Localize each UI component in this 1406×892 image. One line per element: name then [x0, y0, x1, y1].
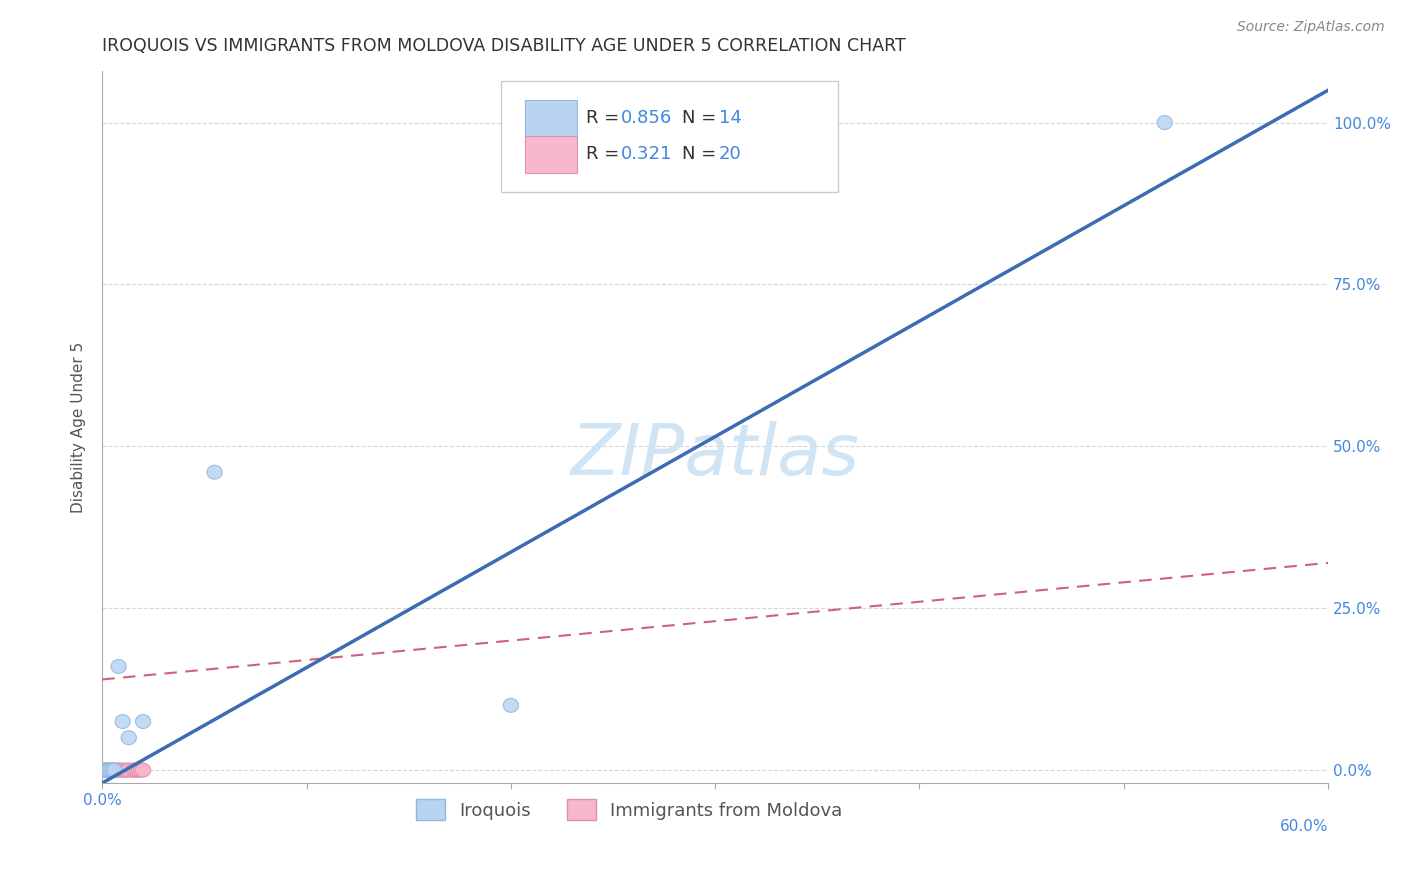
Text: 0.321: 0.321 [621, 145, 672, 163]
Ellipse shape [101, 764, 115, 777]
Ellipse shape [125, 764, 141, 777]
Text: N =: N = [682, 110, 723, 128]
Ellipse shape [135, 714, 150, 729]
Text: Source: ZipAtlas.com: Source: ZipAtlas.com [1237, 20, 1385, 34]
Ellipse shape [131, 764, 146, 777]
Ellipse shape [97, 764, 112, 777]
Ellipse shape [1157, 116, 1173, 129]
Text: R =: R = [586, 145, 626, 163]
FancyBboxPatch shape [526, 100, 576, 137]
Ellipse shape [97, 764, 112, 777]
Text: 20: 20 [718, 145, 741, 163]
Ellipse shape [134, 764, 149, 777]
Text: 60.0%: 60.0% [1279, 819, 1329, 834]
Ellipse shape [128, 764, 142, 777]
Ellipse shape [98, 764, 114, 777]
Ellipse shape [115, 764, 131, 777]
FancyBboxPatch shape [501, 81, 838, 192]
Ellipse shape [115, 714, 131, 729]
Ellipse shape [103, 764, 118, 777]
Ellipse shape [121, 731, 136, 745]
Ellipse shape [101, 764, 115, 777]
Text: IROQUOIS VS IMMIGRANTS FROM MOLDOVA DISABILITY AGE UNDER 5 CORRELATION CHART: IROQUOIS VS IMMIGRANTS FROM MOLDOVA DISA… [103, 37, 905, 55]
Ellipse shape [135, 764, 150, 777]
Ellipse shape [107, 764, 122, 777]
Ellipse shape [105, 764, 120, 777]
Text: R =: R = [586, 110, 626, 128]
Legend: Iroquois, Immigrants from Moldova: Iroquois, Immigrants from Moldova [409, 792, 849, 828]
Y-axis label: Disability Age Under 5: Disability Age Under 5 [72, 342, 86, 513]
FancyBboxPatch shape [526, 136, 576, 173]
Ellipse shape [101, 764, 115, 777]
Ellipse shape [112, 764, 128, 777]
Ellipse shape [120, 764, 135, 777]
Text: ZIPatlas: ZIPatlas [571, 421, 859, 490]
Text: 14: 14 [718, 110, 742, 128]
Ellipse shape [105, 764, 120, 777]
Ellipse shape [98, 764, 114, 777]
Ellipse shape [129, 764, 145, 777]
Text: 0.856: 0.856 [621, 110, 672, 128]
Text: N =: N = [682, 145, 723, 163]
Ellipse shape [121, 764, 136, 777]
Ellipse shape [111, 659, 127, 673]
Ellipse shape [108, 764, 124, 777]
Ellipse shape [103, 764, 118, 777]
Ellipse shape [117, 764, 132, 777]
Ellipse shape [107, 764, 122, 777]
Ellipse shape [207, 466, 222, 479]
Ellipse shape [503, 698, 519, 713]
Ellipse shape [111, 764, 127, 777]
Ellipse shape [107, 764, 122, 777]
